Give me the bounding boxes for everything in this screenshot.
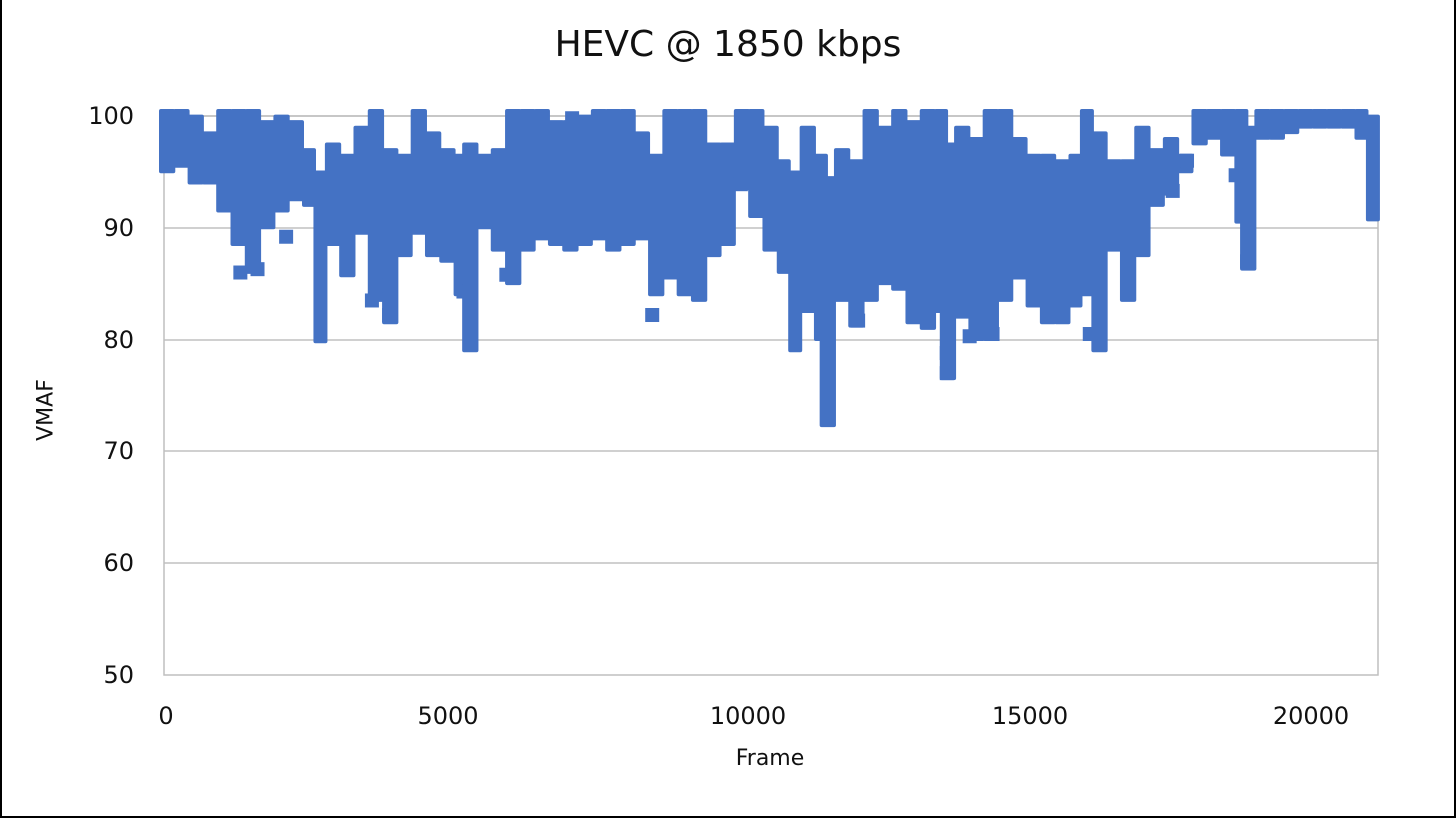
y-tick-90: 90	[103, 214, 134, 242]
scatter-series-vmaf	[159, 109, 1380, 428]
y-tick-50: 50	[103, 661, 134, 689]
plot-border	[163, 115, 1379, 676]
x-axis-label: Frame	[735, 746, 805, 771]
y-tick-100: 100	[88, 102, 134, 130]
chart-title: HEVC @ 1850 kbps	[554, 24, 902, 65]
x-tick-5000: 5000	[417, 702, 479, 730]
y-tick-60: 60	[103, 549, 134, 577]
y-tick-70: 70	[103, 437, 134, 465]
y-tick-80: 80	[103, 326, 134, 354]
x-tick-15000: 15000	[991, 702, 1069, 730]
x-tick-20000: 20000	[1272, 702, 1350, 730]
x-tick-0: 0	[158, 702, 174, 730]
x-tick-10000: 10000	[709, 702, 787, 730]
